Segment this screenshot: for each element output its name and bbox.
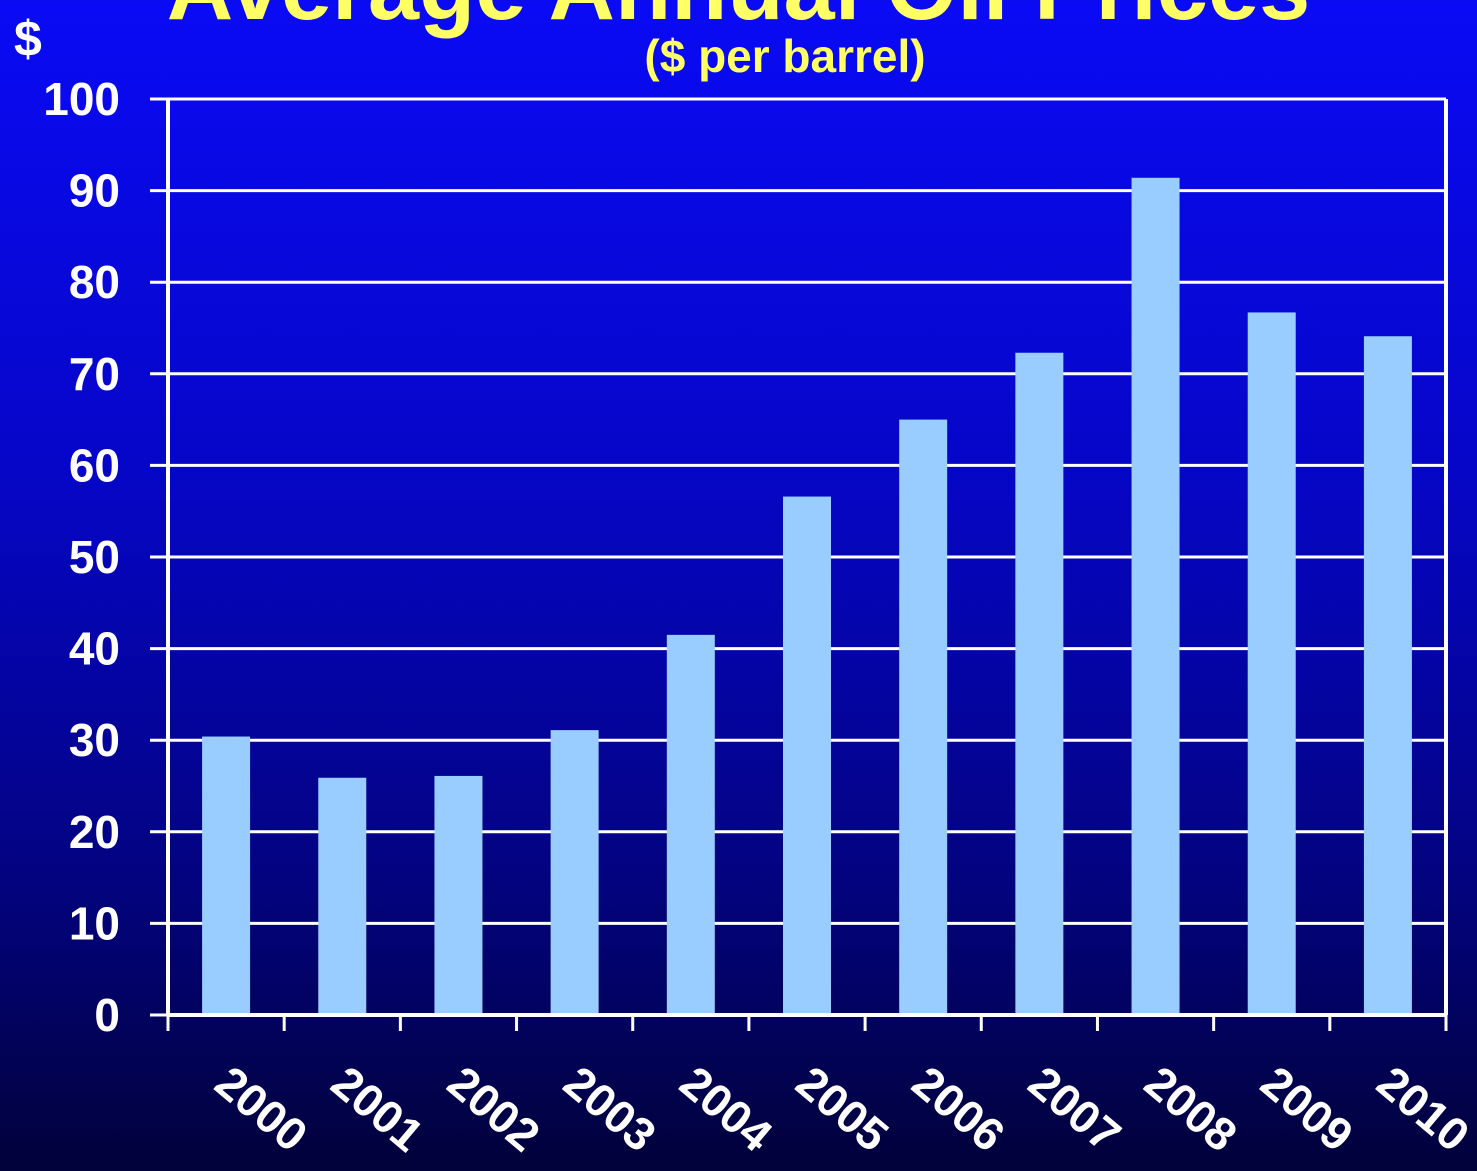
x-tick-label: 2008 [1135, 1056, 1247, 1162]
y-tick-label: 10 [69, 897, 120, 949]
bars [202, 177, 1412, 1016]
bar-2007 [1015, 352, 1064, 1015]
x-tick-label: 2000 [206, 1056, 318, 1162]
x-tick-label: 2004 [670, 1056, 782, 1162]
x-tick-label: 2002 [438, 1056, 550, 1162]
y-tick-label: 0 [94, 989, 120, 1041]
bar-2009 [1247, 312, 1296, 1016]
y-tick-label: 80 [69, 256, 120, 308]
y-tick-label: 90 [69, 165, 120, 217]
bar-2004 [666, 634, 715, 1015]
chart-title: Average Annual Oil Prices [0, 0, 1477, 34]
x-tick-label: 2010 [1367, 1056, 1477, 1162]
bar-2000 [202, 736, 251, 1015]
x-tick-label: 2007 [1019, 1056, 1131, 1162]
bar-2001 [318, 777, 367, 1015]
bar-2006 [899, 419, 948, 1016]
axes [150, 97, 1448, 1031]
y-tick-label: 20 [69, 806, 120, 858]
chart-subtitle: ($ per barrel) [644, 30, 926, 82]
x-tick-labels: 2000 2001 2002 2003 2004 2005 2006 2007 2008 2009… [206, 1056, 1477, 1162]
y-tick-label: 60 [69, 439, 120, 491]
x-tick-label: 2006 [903, 1056, 1015, 1162]
x-tick-label: 2009 [1251, 1056, 1363, 1162]
y-tick-label: 70 [69, 348, 120, 400]
bar-2008 [1131, 177, 1180, 1015]
y-axis-label: $ [14, 11, 42, 67]
y-tick-label: 100 [43, 73, 120, 125]
y-tick-label: 30 [69, 714, 120, 766]
y-tick-label: 50 [69, 531, 120, 583]
bar-2010 [1363, 336, 1412, 1015]
x-tick-label: 2005 [787, 1056, 899, 1162]
bar-2005 [783, 496, 831, 1015]
y-tick-label: 40 [69, 623, 120, 675]
bar-2003 [550, 730, 599, 1015]
bar-2002 [434, 775, 483, 1015]
y-tick-labels: 0 10 20 30 40 50 60 70 80 90 100 [43, 73, 120, 1041]
x-tick-label: 2001 [322, 1056, 434, 1162]
x-tick-label: 2003 [554, 1056, 666, 1162]
